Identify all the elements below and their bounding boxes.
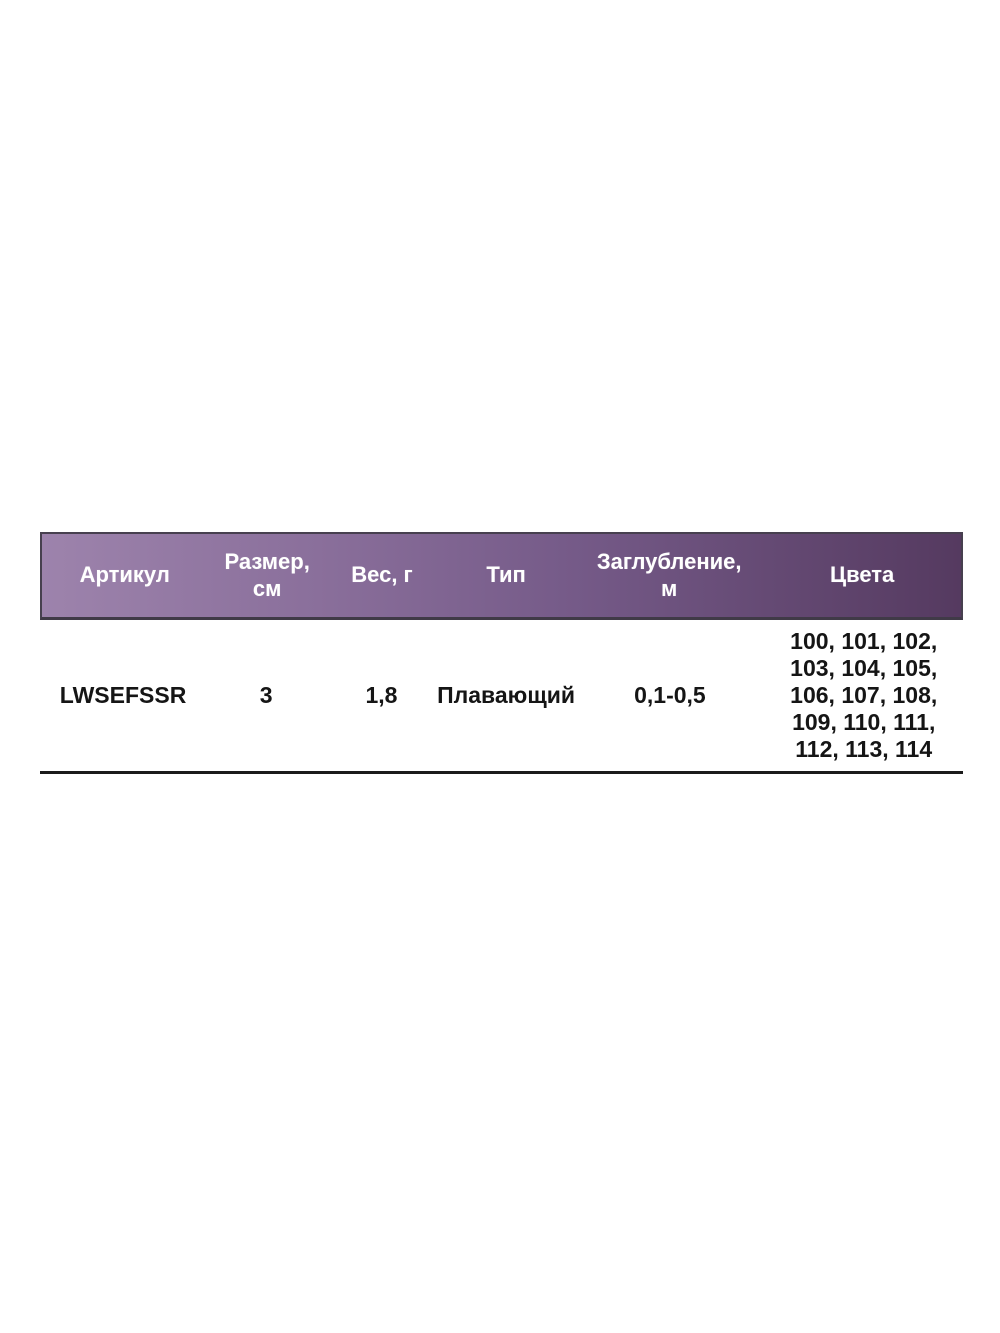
header-cell-weight: Вес, г xyxy=(351,562,413,588)
header-cell-article: Артикул xyxy=(79,562,170,588)
row-cell-article: LWSEFSSR xyxy=(59,681,187,708)
table-header-row: Артикул Размер, см Вес, г Тип Заглублени… xyxy=(40,532,963,620)
table-row: LWSEFSSR 3 1,8 Плавающий 0,1-0,5 100, 10… xyxy=(40,620,963,774)
row-cell-type: Плавающий xyxy=(437,681,576,708)
header-cell-depth: Заглубление, м xyxy=(596,548,742,601)
header-cell-size: Размер, см xyxy=(224,548,310,601)
row-cell-size: 3 xyxy=(259,681,273,708)
row-cell-depth: 0,1-0,5 xyxy=(634,681,706,708)
product-spec-table: Артикул Размер, см Вес, г Тип Заглублени… xyxy=(40,532,963,774)
header-cell-colors: Цвета xyxy=(830,562,895,588)
row-cell-colors: 100, 101, 102, 103, 104, 105, 106, 107, … xyxy=(790,627,938,763)
row-cell-weight: 1,8 xyxy=(365,681,398,708)
header-cell-type: Тип xyxy=(486,562,526,588)
